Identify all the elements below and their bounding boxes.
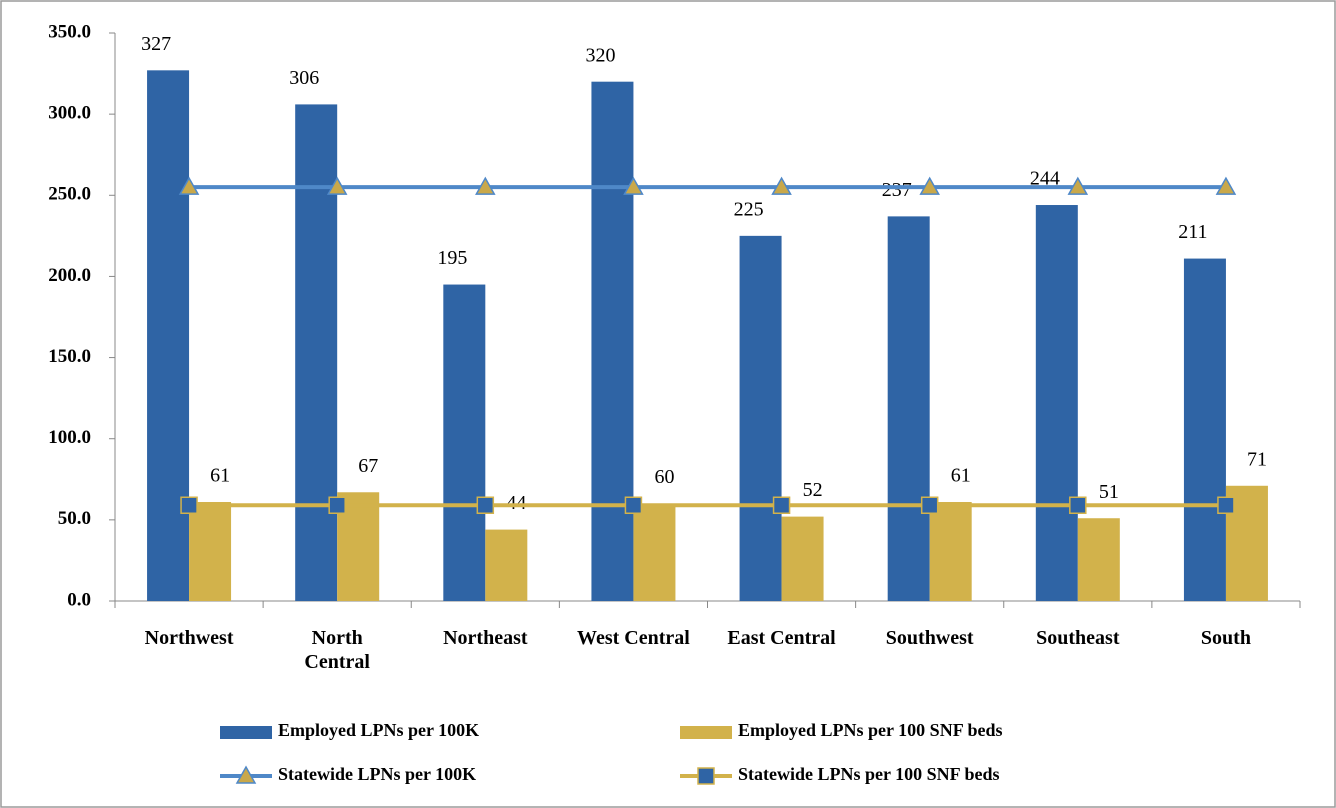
legend-marker — [235, 765, 257, 784]
legend-label: Employed LPNs per 100 SNF beds — [738, 720, 1003, 740]
x-tick-label: West Central — [577, 627, 690, 649]
x-tick-label-box: North Central — [304, 627, 370, 673]
legend-swatch — [680, 726, 732, 739]
line-marker — [919, 176, 940, 195]
x-tick-label-box: Southwest — [885, 627, 974, 649]
line-marker — [1069, 496, 1087, 515]
bar — [443, 284, 486, 601]
x-tick-label: Northeast — [443, 627, 528, 649]
data-label: 225 — [734, 198, 764, 220]
y-tick-label: 100.0 — [48, 427, 91, 448]
x-tick-label: Northwest — [144, 627, 234, 649]
line-marker — [1217, 496, 1235, 515]
data-label: 52 — [803, 479, 823, 501]
bar — [189, 502, 232, 601]
line-marker — [180, 496, 198, 515]
y-tick-label: 0.0 — [67, 589, 91, 610]
bar — [633, 503, 676, 601]
data-label: 51 — [1099, 481, 1119, 503]
x-tick-label-box: Northeast — [443, 627, 528, 649]
x-tick-label: South — [1200, 627, 1251, 649]
line-marker — [623, 176, 644, 195]
bar — [781, 516, 824, 601]
data-label: 306 — [289, 67, 319, 89]
x-tick-label: Southwest — [885, 627, 974, 649]
legend-swatch — [220, 726, 272, 739]
x-tick-label: Southeast — [1036, 627, 1120, 649]
line-marker — [772, 496, 791, 515]
data-label: 327 — [141, 33, 171, 55]
y-tick-label: 150.0 — [48, 346, 91, 367]
line-marker — [1067, 176, 1089, 195]
x-tick-label-box: West Central — [577, 627, 690, 649]
x-tick-label-box: Northwest — [144, 627, 234, 649]
line-marker — [624, 496, 643, 515]
line-marker — [1215, 176, 1237, 195]
x-tick-label: East Central — [727, 627, 836, 649]
data-label: 244 — [1030, 168, 1060, 190]
line-marker — [475, 176, 496, 195]
bar — [591, 81, 634, 601]
line-marker — [920, 496, 939, 515]
legend-label: Statewide LPNs per 100K — [278, 764, 476, 784]
legend-label: Employed LPNs per 100K — [278, 720, 479, 740]
data-label: 320 — [585, 44, 615, 66]
line-marker — [326, 176, 348, 195]
y-tick-label: 300.0 — [48, 103, 91, 124]
bar — [485, 529, 528, 601]
x-tick-label-box: East Central — [727, 627, 836, 649]
bar — [147, 70, 190, 602]
y-tick-label: 350.0 — [48, 21, 91, 42]
line-marker — [178, 176, 200, 195]
bar — [295, 104, 338, 602]
data-label: 195 — [437, 247, 467, 269]
line-marker — [476, 496, 495, 515]
data-label: 71 — [1247, 448, 1267, 470]
x-tick-label-box: South — [1200, 627, 1251, 649]
y-tick-label: 250.0 — [48, 184, 91, 205]
y-tick-label: 50.0 — [58, 508, 91, 529]
bar — [1035, 205, 1078, 601]
line-marker — [328, 496, 346, 515]
legend-marker — [697, 767, 715, 785]
y-tick-label: 200.0 — [48, 265, 91, 286]
data-label: 67 — [358, 455, 378, 477]
bar — [929, 502, 972, 601]
data-label: 60 — [654, 466, 674, 488]
bar — [887, 216, 930, 601]
data-label: 211 — [1178, 221, 1207, 243]
bar — [739, 235, 782, 601]
line-marker — [771, 176, 792, 195]
data-label: 44 — [506, 492, 526, 514]
x-tick-label-box: Southeast — [1036, 627, 1120, 649]
x-tick-label: North Central — [304, 627, 370, 673]
data-label: 237 — [882, 179, 912, 201]
data-label: 61 — [951, 465, 971, 487]
legend-label: Statewide LPNs per 100 SNF beds — [738, 764, 1000, 784]
bar — [1183, 258, 1226, 601]
bar — [1077, 518, 1120, 601]
data-label: 61 — [210, 465, 230, 487]
